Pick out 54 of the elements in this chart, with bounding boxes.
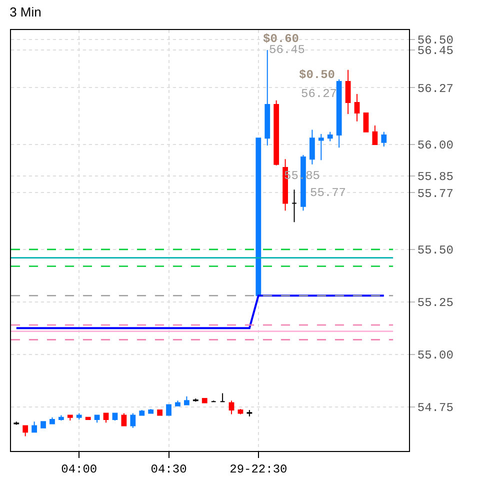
candlestick [148, 408, 154, 414]
annotation: 55.77 [310, 186, 346, 200]
x-tick-label: 04:00 [61, 462, 98, 476]
x-tick-label: 04:30 [150, 462, 187, 476]
y-tick-label: 55.50 [417, 244, 454, 258]
candlestick [309, 129, 315, 165]
y-tick-label: 56.45 [417, 44, 454, 58]
candlestick [264, 49, 270, 146]
candlestick [103, 412, 109, 424]
candlestick [184, 396, 190, 406]
candlestick [22, 425, 28, 437]
annotation: $0.60 [263, 32, 300, 46]
candlestick [14, 421, 20, 426]
annotation: 56.27 [301, 87, 338, 101]
candlestick [32, 421, 37, 433]
y-tick-label: 56.27 [417, 82, 454, 96]
y-tick-label: 54.75 [417, 401, 454, 416]
candlestick [112, 412, 118, 422]
candlestick [336, 78, 342, 148]
candlestick [58, 414, 64, 422]
y-tick-label: 55.77 [417, 186, 454, 201]
candlestick [166, 404, 172, 416]
candlestick [327, 131, 333, 142]
annotation: 56.45 [269, 43, 306, 57]
candlestick [246, 410, 252, 417]
y-tick-label: 55.85 [417, 170, 454, 184]
candlestick [50, 416, 55, 424]
candlestick [372, 125, 378, 145]
chart-title: 3 Min [10, 4, 42, 20]
candlestick [202, 398, 208, 404]
candlestick [40, 421, 46, 428]
y-tick-label: 56.00 [417, 138, 454, 153]
candlestick [94, 414, 100, 424]
x-tick-label: 29-22:30 [230, 462, 288, 476]
candlestick [363, 112, 369, 132]
y-tick-label: 55.25 [417, 296, 454, 310]
candlestick [67, 414, 73, 422]
candlestick [76, 412, 82, 420]
candlestick [121, 412, 127, 426]
candlestick [85, 416, 91, 420]
candlestick [381, 131, 387, 148]
y-tick-label: 55.00 [417, 348, 454, 363]
candlestick [139, 410, 145, 416]
annotation: $0.50 [299, 68, 336, 82]
candlestick [292, 189, 297, 223]
candlestick [228, 400, 234, 415]
candlestick [220, 392, 226, 402]
candlestick [318, 133, 324, 161]
candlestick [345, 69, 351, 114]
candlestick [175, 400, 180, 406]
candlestick [354, 94, 360, 122]
candlestick [274, 100, 280, 166]
candlestick [157, 410, 162, 416]
candlestick [130, 412, 136, 428]
